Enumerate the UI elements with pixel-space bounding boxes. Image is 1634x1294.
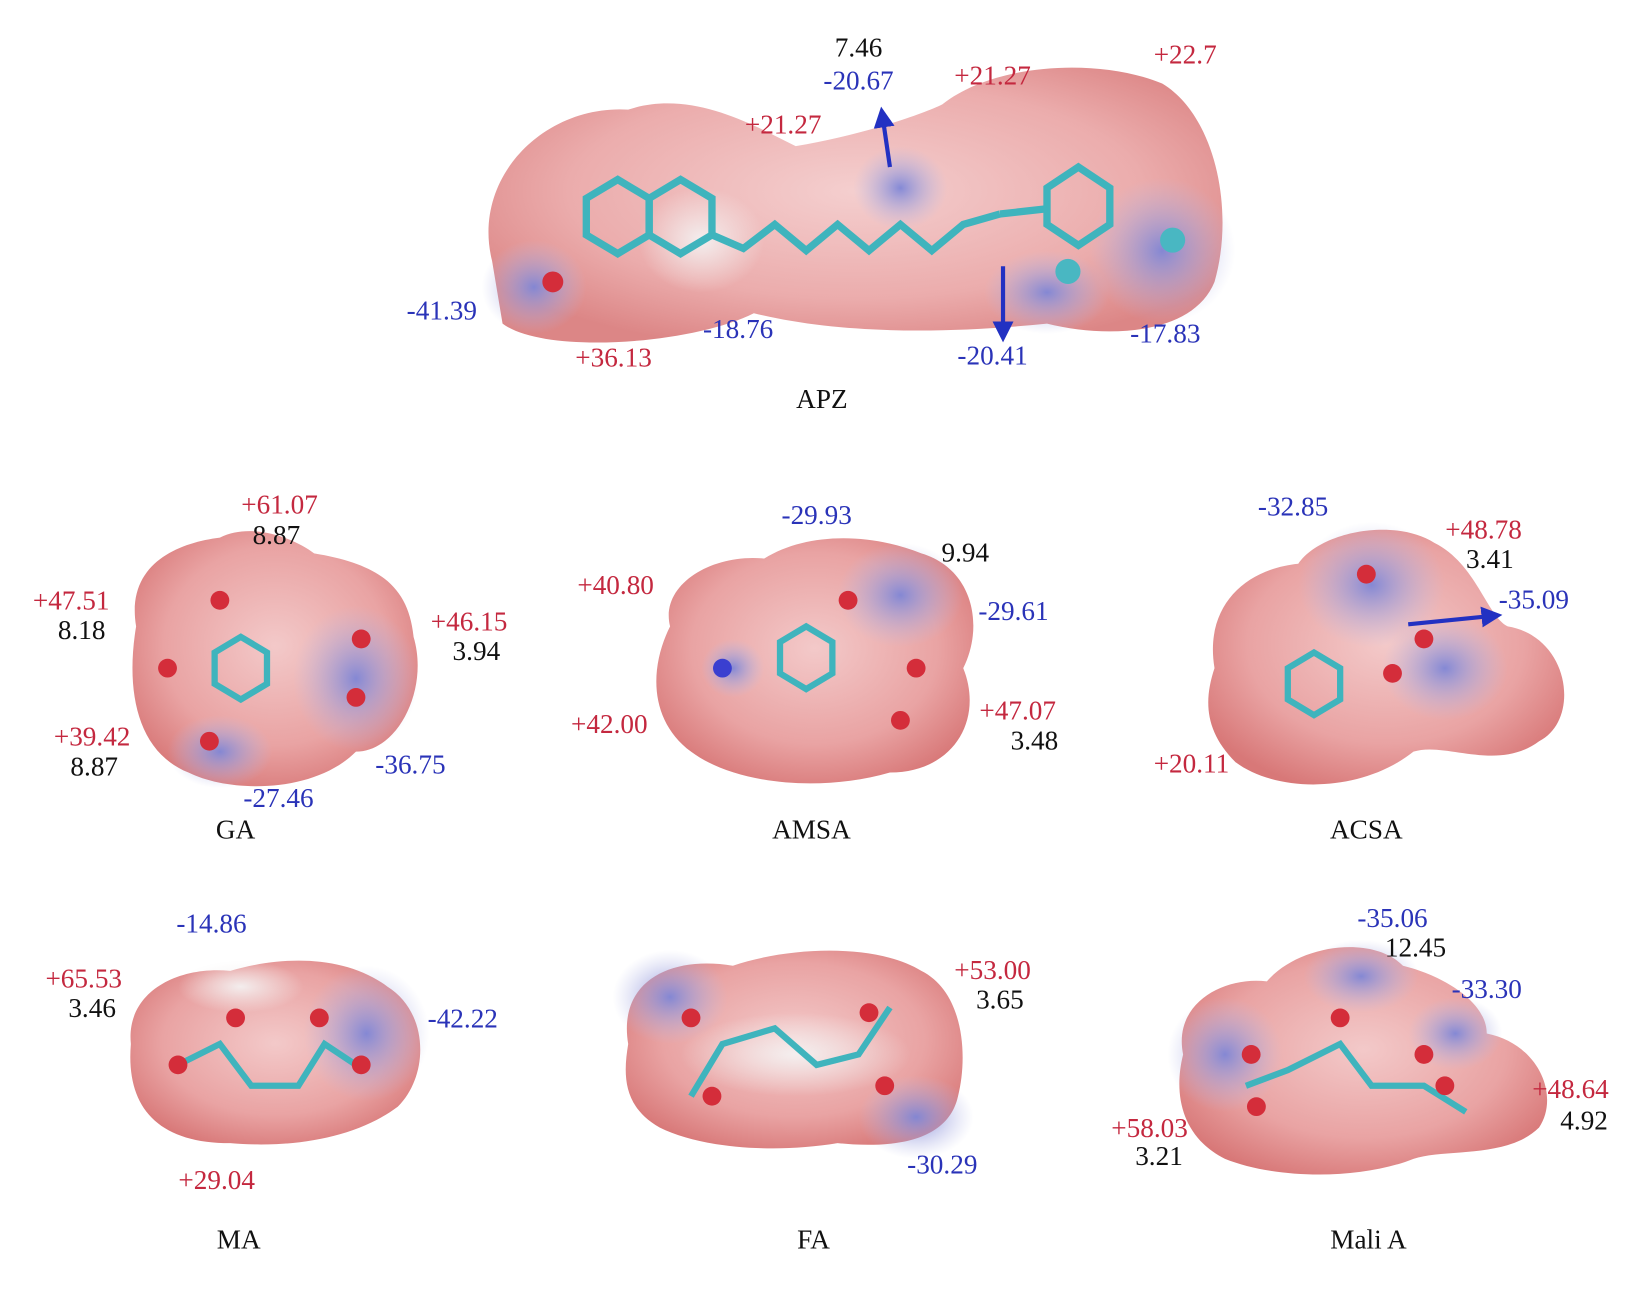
molecule-name: APZ	[796, 384, 847, 414]
potential-label: 3.21	[1135, 1141, 1183, 1171]
molecule-name: AMSA	[772, 814, 851, 844]
potential-label: -14.86	[176, 908, 246, 938]
amsa-surface	[656, 538, 974, 784]
potential-label: +29.04	[178, 1165, 255, 1195]
acsa-surface	[1208, 522, 1565, 785]
potential-label: 7.46	[835, 32, 883, 62]
ga-surface	[132, 531, 419, 789]
potential-label: -18.76	[703, 314, 773, 344]
potential-label: -29.93	[782, 500, 852, 530]
potential-label: 3.94	[453, 636, 501, 666]
potential-label: +42.00	[571, 709, 648, 739]
molecule-name: Mali A	[1330, 1225, 1407, 1255]
potential-label: -29.61	[978, 596, 1048, 626]
potential-label: +47.07	[979, 695, 1056, 725]
potential-label: 9.94	[942, 538, 990, 568]
potential-label: +58.03	[1111, 1113, 1188, 1143]
potential-label: -27.46	[243, 783, 313, 813]
potential-label: 8.18	[58, 615, 106, 645]
molecule-name: ACSA	[1330, 814, 1403, 844]
potential-label: +53.00	[954, 955, 1031, 985]
potential-label: +36.13	[575, 342, 652, 372]
potential-label: +61.07	[241, 490, 318, 520]
potential-label: -35.06	[1357, 903, 1427, 933]
potential-label: +39.42	[54, 721, 131, 751]
potential-label: -36.75	[375, 750, 445, 780]
potential-label: +47.51	[33, 586, 110, 616]
potential-label: 8.87	[253, 520, 301, 550]
potential-label: 3.65	[976, 984, 1024, 1014]
molecule-name: FA	[797, 1225, 830, 1255]
potential-label: +22.7	[1154, 40, 1217, 70]
potential-label: +21.27	[954, 61, 1031, 91]
ma-surface	[130, 960, 430, 1145]
potential-label: +48.78	[1445, 515, 1522, 545]
potential-label: -30.29	[907, 1149, 977, 1179]
potential-label: -35.09	[1499, 585, 1569, 615]
potential-label: +40.80	[577, 570, 654, 600]
potential-label: +65.53	[45, 964, 122, 994]
apz-surface	[481, 67, 1236, 343]
potential-label: 3.48	[1011, 726, 1059, 756]
potential-label: -20.41	[957, 340, 1027, 370]
potential-label: -17.83	[1130, 318, 1200, 348]
potential-label: +48.64	[1532, 1074, 1609, 1104]
potential-label: 8.87	[70, 752, 118, 782]
fa-surface	[612, 950, 974, 1159]
mali-a-surface	[1167, 939, 1548, 1175]
molecule-name: MA	[217, 1225, 261, 1255]
potential-label: -20.67	[823, 66, 893, 96]
potential-label: -32.85	[1258, 492, 1328, 522]
potential-label: 12.45	[1385, 932, 1446, 962]
potential-label: -41.39	[407, 295, 477, 325]
potential-label: 3.41	[1466, 544, 1514, 574]
potential-label: +20.11	[1154, 749, 1230, 779]
potential-label: 4.92	[1560, 1106, 1608, 1136]
molecule-name: GA	[216, 814, 256, 844]
potential-label: -42.22	[428, 1003, 498, 1033]
potential-label: +46.15	[431, 607, 508, 637]
potential-label: -33.30	[1452, 974, 1522, 1004]
potential-label: 3.46	[68, 993, 116, 1023]
potential-label: +21.27	[745, 110, 822, 140]
